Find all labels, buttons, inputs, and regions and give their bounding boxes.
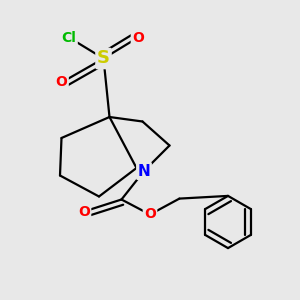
Text: O: O bbox=[56, 76, 68, 89]
Text: O: O bbox=[132, 31, 144, 44]
Text: N: N bbox=[138, 164, 150, 178]
Text: O: O bbox=[78, 205, 90, 218]
Text: Cl: Cl bbox=[61, 31, 76, 44]
Text: O: O bbox=[144, 208, 156, 221]
Text: S: S bbox=[97, 50, 110, 68]
